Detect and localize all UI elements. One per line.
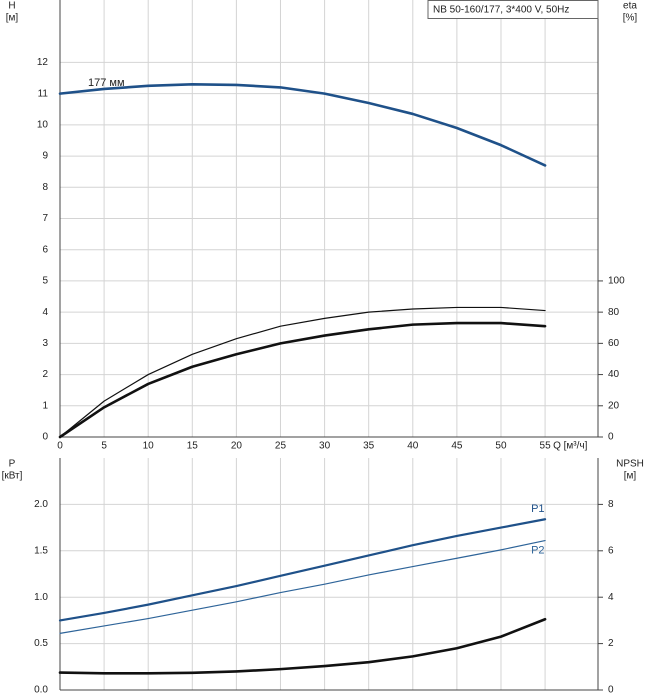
y-tick-label: 1.0 [34, 592, 48, 603]
curve [59, 306, 546, 438]
x-axis-label: Q [м³/ч] [553, 441, 588, 452]
x-tick-label: 0 [57, 441, 63, 452]
y2-tick-label: 0 [608, 432, 614, 443]
y2-axis-label: [%] [623, 13, 638, 24]
curve [58, 82, 547, 167]
series-label: P1 [531, 503, 544, 515]
y2-tick-label: 4 [608, 592, 614, 603]
series-label: P2 [531, 544, 544, 556]
y2-tick-label: 6 [608, 545, 614, 556]
legend-box [427, 0, 599, 19]
y-tick-label: 7 [42, 213, 48, 224]
x-tick-label: 35 [363, 441, 375, 452]
y-tick-label: 8 [42, 182, 48, 193]
y-tick-label: 0.0 [34, 685, 48, 696]
y2-axis-label: [м] [624, 471, 637, 482]
y-axis-label: [кВт] [2, 471, 23, 482]
y2-tick-label: 60 [608, 338, 620, 349]
curve [58, 617, 547, 675]
y2-axis-label: eta [623, 1, 637, 12]
x-tick-label: 45 [451, 441, 463, 452]
y2-tick-label: 80 [608, 307, 620, 318]
x-tick-label: 20 [231, 441, 243, 452]
curve [59, 539, 546, 634]
y-tick-label: 2.0 [34, 499, 48, 510]
y-axis-label: P [9, 459, 16, 470]
x-tick-label: 5 [101, 441, 107, 452]
y-tick-label: 12 [37, 57, 49, 68]
x-tick-label: 25 [275, 441, 287, 452]
y2-tick-label: 40 [608, 369, 620, 380]
y-axis-label: [м] [6, 13, 19, 24]
y-tick-label: 10 [37, 119, 49, 130]
y2-tick-label: 2 [608, 638, 614, 649]
x-tick-label: 10 [143, 441, 155, 452]
y-tick-label: 9 [42, 151, 48, 162]
curve [58, 321, 547, 439]
y-tick-label: 3 [42, 338, 48, 349]
x-tick-label: 15 [187, 441, 199, 452]
y-tick-label: 0.5 [34, 638, 48, 649]
y-tick-label: 0 [42, 432, 48, 443]
y-axis-label: H [8, 1, 15, 12]
curve [58, 518, 547, 622]
x-tick-label: 40 [407, 441, 419, 452]
y-tick-label: 11 [38, 88, 49, 99]
y-tick-label: 6 [42, 244, 48, 255]
y-tick-label: 1 [42, 400, 48, 411]
y2-tick-label: 20 [608, 400, 620, 411]
y2-tick-label: 0 [608, 685, 614, 696]
x-tick-label: 55 [540, 441, 552, 452]
y-tick-label: 5 [42, 276, 48, 287]
x-tick-label: 50 [495, 441, 507, 452]
y-tick-label: 2 [42, 369, 48, 380]
y2-tick-label: 100 [608, 276, 625, 287]
y2-tick-label: 8 [608, 499, 614, 510]
x-tick-label: 30 [319, 441, 331, 452]
annotation: 177 мм [88, 77, 125, 89]
legend-text: NB 50-160/177, 3*400 V, 50Hz [433, 5, 569, 16]
y-tick-label: 4 [42, 307, 48, 318]
y2-axis-label: NPSH [616, 459, 644, 470]
y-tick-label: 1.5 [34, 545, 48, 556]
